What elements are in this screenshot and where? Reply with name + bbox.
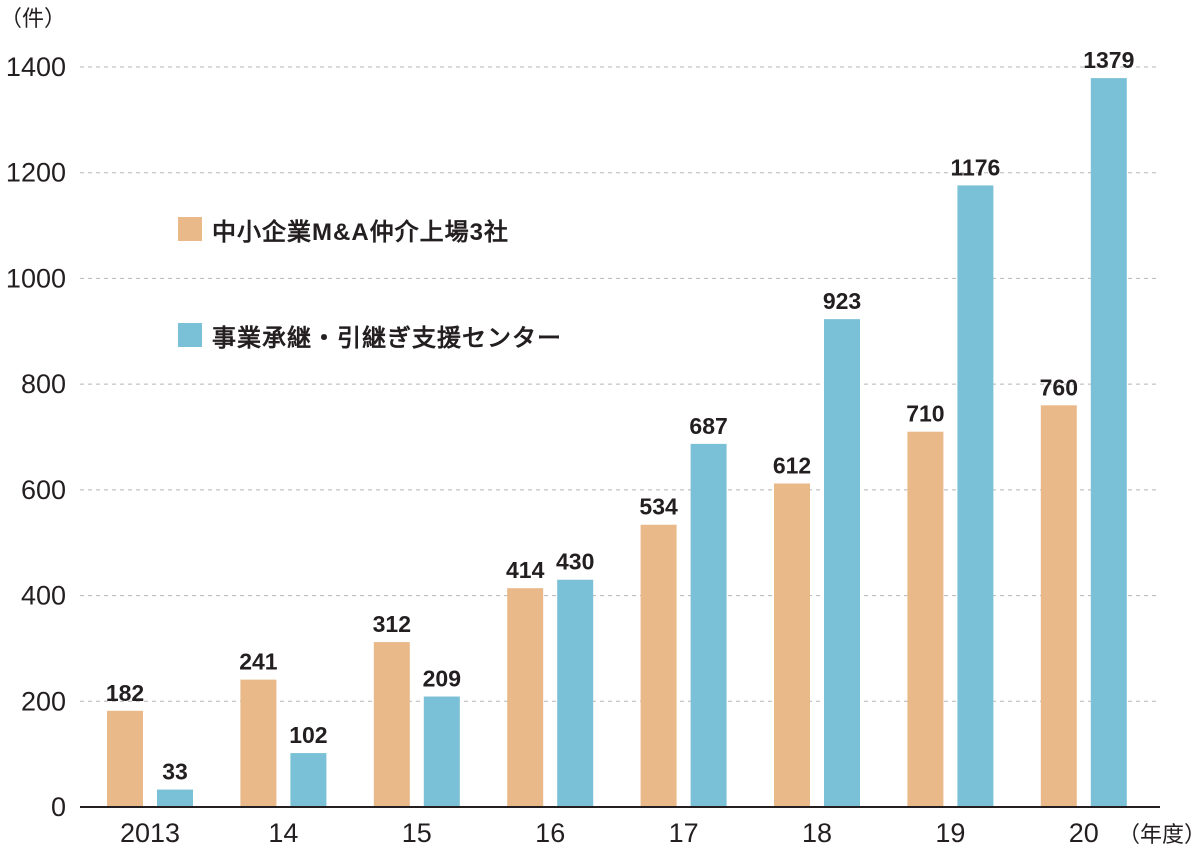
legend-swatch-0	[178, 217, 202, 241]
data-label-s0-16: 414	[506, 557, 545, 583]
bar-s0-16	[507, 588, 544, 807]
legend-swatch-1	[178, 323, 202, 347]
data-label-s0-17: 534	[639, 494, 678, 520]
x-tick-label-19: 19	[935, 818, 965, 848]
bar-s0-18	[774, 483, 810, 807]
x-tick-labels: 2013 14 15 16 17 18 19 20	[120, 818, 1099, 848]
y-tick-label-2: 400	[21, 581, 66, 611]
data-label-s1-17: 687	[689, 413, 727, 439]
y-tick-label-4: 800	[21, 369, 66, 399]
bar-s1-20	[1090, 78, 1127, 808]
grid-lines	[80, 66, 1160, 702]
data-label-s1-18: 923	[823, 288, 861, 314]
bar-s1-19	[957, 185, 994, 807]
bar-s1-17	[690, 443, 727, 807]
y-tick-label-0: 0	[51, 792, 66, 822]
y-axis-unit: （件）	[0, 6, 66, 31]
y-tick-labels: 0 200 400 600 800 1000 1200 1400	[6, 52, 66, 822]
legend-item-0: 中小企業M&A仲介上場3社	[178, 217, 509, 246]
x-tick-label-17: 17	[669, 818, 699, 848]
legend: 中小企業M&A仲介上場3社 事業承継・引継ぎ支援センター	[178, 217, 562, 352]
bar-s1-2013	[157, 789, 193, 807]
bar-s0-17	[640, 524, 677, 807]
y-tick-label-7: 1400	[6, 52, 66, 82]
bars	[107, 78, 1127, 808]
data-label-s1-15: 209	[423, 666, 461, 692]
bar-s1-18	[824, 319, 860, 807]
x-axis-unit: （年度）	[1118, 822, 1200, 847]
x-tick-label-14: 14	[268, 818, 298, 848]
y-tick-label-1: 200	[21, 686, 66, 716]
data-label-s1-19: 1176	[950, 154, 1000, 180]
bar-s0-20	[1040, 405, 1077, 807]
x-tick-label-18: 18	[802, 818, 832, 848]
y-tick-label-6: 1200	[6, 158, 66, 188]
bar-s0-2013	[107, 710, 143, 807]
y-tick-label-3: 600	[21, 475, 66, 505]
data-label-s0-20: 760	[1040, 374, 1078, 400]
data-label-s1-14: 102	[289, 722, 327, 748]
data-label-s1-20: 1379	[1083, 47, 1134, 73]
legend-label-0: 中小企業M&A仲介上場3社	[212, 218, 509, 246]
bar-s0-14	[240, 679, 277, 807]
data-label-s0-18: 612	[773, 453, 811, 479]
x-tick-label-15: 15	[402, 818, 432, 848]
data-label-s0-14: 241	[239, 649, 278, 675]
data-labels: 182 33 241 102 312 209 414 430 534 687 612 923 710 11…	[106, 47, 1135, 784]
x-tick-label-16: 16	[535, 818, 565, 848]
x-tick-label-2013: 2013	[120, 818, 180, 848]
data-label-s0-15: 312	[373, 611, 411, 637]
bar-s0-19	[907, 431, 944, 807]
bar-s1-14	[290, 753, 327, 807]
legend-item-1: 事業承継・引継ぎ支援センター	[178, 323, 562, 352]
bar-s1-15	[423, 696, 460, 807]
data-label-s1-16: 430	[556, 549, 594, 575]
bar-s1-16	[557, 579, 594, 807]
bar-s0-15	[373, 642, 410, 807]
x-tick-label-20: 20	[1069, 818, 1099, 848]
data-label-s0-2013: 182	[106, 680, 144, 706]
legend-label-1: 事業承継・引継ぎ支援センター	[212, 324, 562, 352]
data-label-s1-2013: 33	[162, 759, 188, 785]
data-label-s0-19: 710	[906, 401, 944, 427]
y-tick-label-5: 1000	[6, 263, 66, 293]
